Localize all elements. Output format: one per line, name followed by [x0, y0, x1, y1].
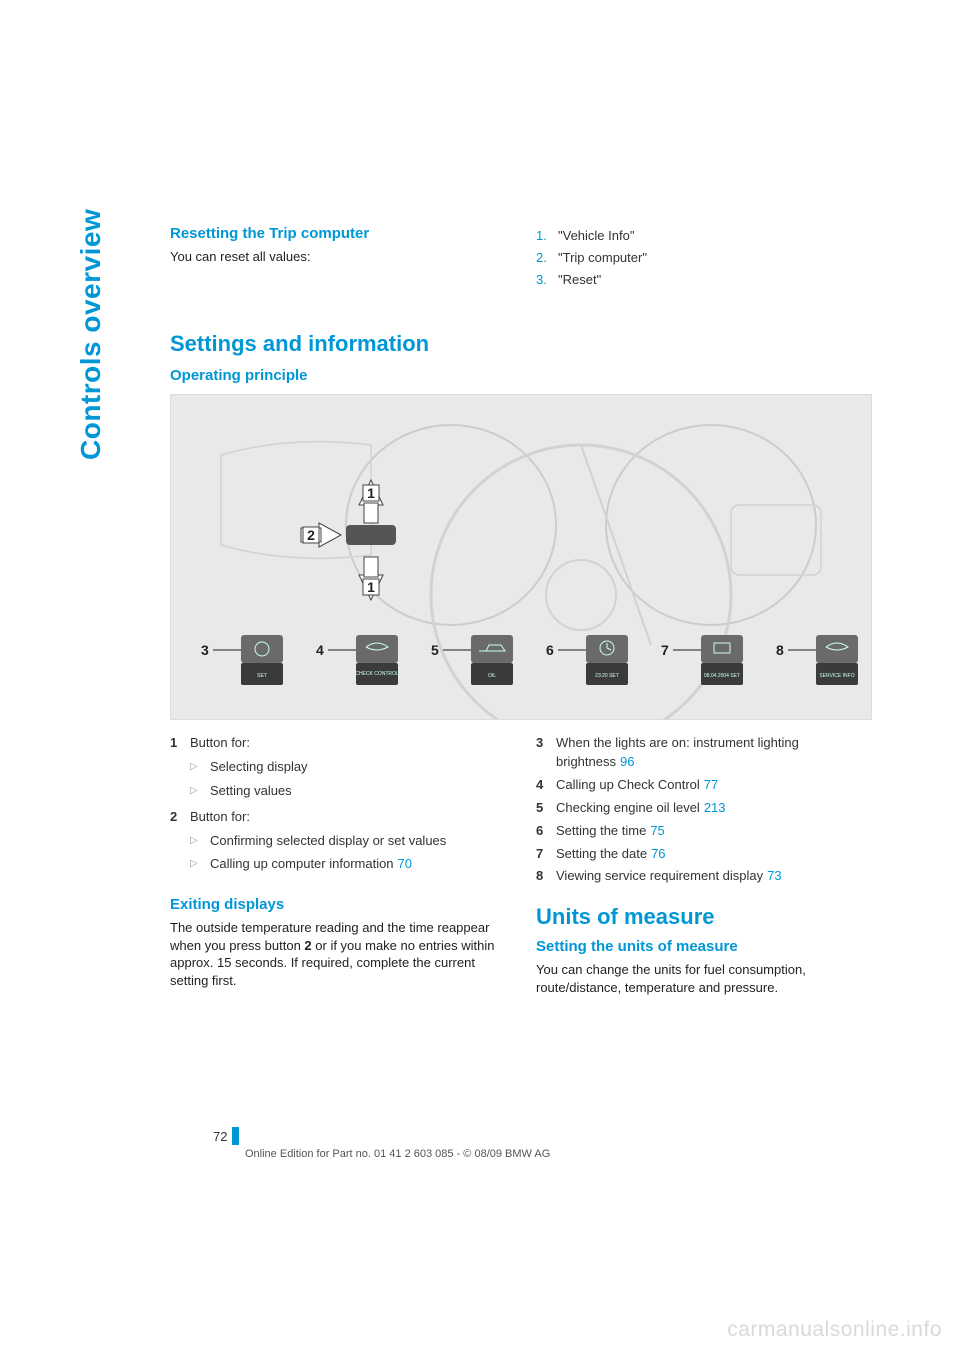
- units-heading: Units of measure: [536, 904, 872, 930]
- dashboard-diagram: 1 2 1 3: [170, 394, 872, 720]
- def-text: Calling up Check Control: [556, 777, 700, 792]
- svg-text:08.04.2004 SET: 08.04.2004 SET: [704, 673, 740, 679]
- callout-1-up: 1: [363, 485, 379, 501]
- page-link[interactable]: 73: [767, 868, 781, 883]
- reset-steps: 1. "Vehicle Info" 2. "Trip computer" 3. "Re…: [536, 225, 872, 291]
- sub-item: ▷ Setting values: [190, 781, 506, 801]
- step-num: 2.: [536, 247, 550, 269]
- def-text: When the lights are on: instrument light…: [556, 735, 799, 769]
- step-num: 3.: [536, 269, 550, 291]
- sub-text: Confirming selected display or set value…: [210, 831, 446, 851]
- def-6: 6 Setting the time 75: [536, 822, 872, 841]
- def-2: 2 Button for: ▷ Confirming selected displ…: [170, 808, 506, 878]
- page-content: Resetting the Trip computer You can rese…: [170, 225, 872, 996]
- page-number: 72: [213, 1129, 227, 1144]
- step-text: "Vehicle Info": [558, 228, 634, 243]
- page-number-wrap: 72: [213, 1127, 239, 1145]
- def-text: Viewing service requirement display: [556, 868, 763, 883]
- top-left-col: Resetting the Trip computer You can rese…: [170, 225, 506, 291]
- def-num: 8: [536, 867, 556, 886]
- units-text: You can change the units for fuel consum…: [536, 961, 872, 996]
- page-link[interactable]: 96: [620, 754, 634, 769]
- svg-text:6: 6: [546, 642, 554, 658]
- settings-heading: Settings and information: [170, 331, 872, 357]
- watermark: carmanualsonline.info: [727, 1318, 942, 1342]
- svg-text:2: 2: [307, 527, 315, 543]
- exit-button-ref: 2: [304, 938, 311, 953]
- def-num: 5: [536, 799, 556, 818]
- svg-text:8: 8: [776, 642, 784, 658]
- footer-text: Online Edition for Part no. 01 41 2 603 …: [245, 1148, 550, 1160]
- svg-text:1: 1: [367, 579, 375, 595]
- sub-text: Selecting display: [210, 757, 308, 777]
- diagram-svg: 1 2 1 3: [171, 395, 871, 719]
- page-link[interactable]: 77: [704, 777, 718, 792]
- def-8: 8 Viewing service requirement display 73: [536, 867, 872, 886]
- top-section: Resetting the Trip computer You can rese…: [170, 225, 872, 291]
- def-5: 5 Checking engine oil level 213: [536, 799, 872, 818]
- settings-section: Settings and information Operating princ…: [170, 331, 872, 996]
- def-label: Button for:: [190, 809, 250, 824]
- sub-text: Setting values: [210, 781, 292, 801]
- def-num: 2: [170, 808, 190, 878]
- defs-right-col: 3 When the lights are on: instrument lig…: [536, 734, 872, 996]
- svg-text:CHECK CONTROL: CHECK CONTROL: [355, 671, 399, 677]
- def-num: 6: [536, 822, 556, 841]
- svg-text:3: 3: [201, 642, 209, 658]
- callout-1-down: 1: [363, 579, 379, 595]
- exiting-displays-heading: Exiting displays: [170, 896, 506, 913]
- svg-text:SERVICE INFO: SERVICE INFO: [819, 673, 854, 679]
- page-link[interactable]: 75: [650, 823, 664, 838]
- svg-text:1: 1: [367, 485, 375, 501]
- page-link[interactable]: 70: [398, 856, 412, 871]
- step-num: 1.: [536, 225, 550, 247]
- step-text: "Reset": [558, 272, 601, 287]
- def-num: 1: [170, 734, 190, 804]
- svg-text:OIL: OIL: [488, 673, 496, 679]
- svg-text:7: 7: [661, 642, 669, 658]
- svg-text:SET: SET: [257, 673, 267, 679]
- sub-item: ▷ Calling up computer information 70: [190, 854, 506, 874]
- svg-text:23:20 SET: 23:20 SET: [595, 673, 619, 679]
- def-4: 4 Calling up Check Control 77: [536, 776, 872, 795]
- callout-2: 2: [303, 527, 319, 543]
- sub-item: ▷ Confirming selected display or set valu…: [190, 831, 506, 851]
- svg-text:4: 4: [316, 642, 324, 658]
- page-link[interactable]: 76: [651, 846, 665, 861]
- def-num: 4: [536, 776, 556, 795]
- step-1: 1. "Vehicle Info": [536, 225, 872, 247]
- reset-trip-text: You can reset all values:: [170, 248, 506, 266]
- triangle-icon: ▷: [190, 759, 202, 777]
- exiting-displays-text: The outside temperature reading and the …: [170, 919, 506, 989]
- triangle-icon: ▷: [190, 783, 202, 801]
- def-label: Button for:: [190, 735, 250, 750]
- step-text: "Trip computer": [558, 250, 647, 265]
- def-text: Setting the date: [556, 846, 647, 861]
- def-text: Setting the time: [556, 823, 646, 838]
- def-3: 3 When the lights are on: instrument lig…: [536, 734, 872, 772]
- page-number-bar: [232, 1127, 239, 1145]
- svg-text:5: 5: [431, 642, 439, 658]
- definitions-section: 1 Button for: ▷ Selecting display ▷ Settin…: [170, 734, 872, 996]
- operating-principle-heading: Operating principle: [170, 367, 872, 384]
- triangle-icon: ▷: [190, 856, 202, 874]
- sidebar-chapter-title: Controls overview: [75, 209, 107, 460]
- page-link[interactable]: 213: [704, 800, 726, 815]
- def-1: 1 Button for: ▷ Selecting display ▷ Settin…: [170, 734, 506, 804]
- top-right-col: 1. "Vehicle Info" 2. "Trip computer" 3. "Re…: [536, 225, 872, 291]
- units-subheading: Setting the units of measure: [536, 938, 872, 955]
- triangle-icon: ▷: [190, 833, 202, 851]
- reset-trip-heading: Resetting the Trip computer: [170, 225, 506, 242]
- defs-left-col: 1 Button for: ▷ Selecting display ▷ Settin…: [170, 734, 506, 996]
- def-num: 7: [536, 845, 556, 864]
- step-2: 2. "Trip computer": [536, 247, 872, 269]
- def-num: 3: [536, 734, 556, 772]
- def-7: 7 Setting the date 76: [536, 845, 872, 864]
- sub-item: ▷ Selecting display: [190, 757, 506, 777]
- step-3: 3. "Reset": [536, 269, 872, 291]
- bottom-icons: 3 SET 4 CHECK CONTROL: [201, 635, 858, 685]
- sub-text: Calling up computer information: [210, 856, 394, 871]
- def-text: Checking engine oil level: [556, 800, 700, 815]
